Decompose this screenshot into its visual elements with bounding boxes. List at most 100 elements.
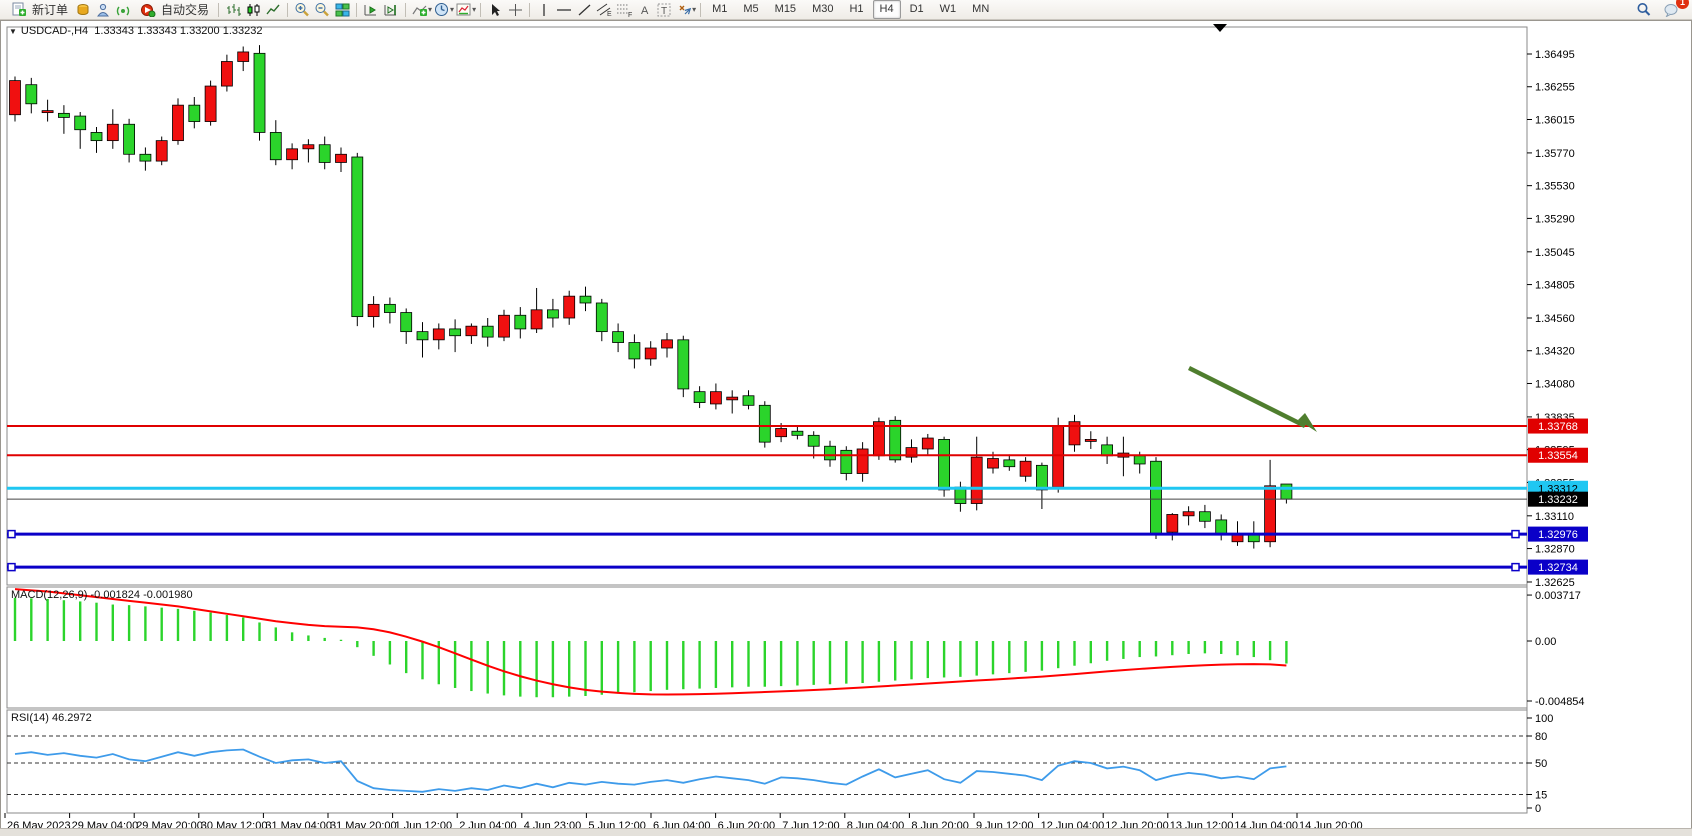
candle-body — [237, 51, 250, 62]
price-tag-bg — [1528, 559, 1588, 575]
tile-windows-icon[interactable] — [332, 1, 352, 18]
signals-icon[interactable] — [113, 1, 133, 18]
timeframe-group: M1 M5 M15 M30 H1 H4 D1 W1 MN — [705, 0, 996, 19]
candle-body — [498, 314, 510, 338]
candle-body — [318, 144, 331, 163]
timeframe-button-h4[interactable]: H4 — [872, 0, 901, 19]
price-tag-1.33768: 1.33768 — [1528, 418, 1588, 434]
timeframe-button-w1[interactable]: W1 — [939, 3, 957, 15]
support-line-1-anchor[interactable] — [1511, 529, 1520, 539]
timeframe-button-mn[interactable]: MN — [972, 3, 990, 15]
notifications-icon[interactable]: 1 — [1662, 0, 1689, 18]
candle-body — [449, 328, 462, 337]
candle-body — [661, 339, 673, 349]
horizontal-line-icon[interactable] — [554, 1, 574, 18]
trend-arrow-annotation[interactable] — [1187, 365, 1317, 432]
price-axis-tick-label: 1.32870 — [1535, 544, 1575, 556]
periods-dropdown-arrow[interactable]: ▾ — [450, 5, 455, 14]
support-line-2-anchor[interactable] — [7, 562, 16, 572]
candle-body — [530, 309, 543, 330]
templates-dropdown-arrow[interactable]: ▾ — [472, 5, 477, 14]
bar-chart-icon[interactable] — [223, 1, 243, 18]
support-line-2-anchor[interactable] — [1511, 562, 1520, 572]
indicators-icon[interactable] — [410, 1, 430, 18]
trend-arrow-head[interactable] — [1298, 413, 1317, 432]
candle-body — [400, 312, 413, 333]
zoom-in-icon[interactable] — [292, 1, 312, 18]
toolbar-separator — [287, 2, 289, 17]
price-axis-tick-label: 1.36495 — [1535, 49, 1575, 61]
chart-shift-icon[interactable] — [381, 1, 401, 18]
candle-body — [1052, 425, 1065, 488]
timeframe-button-m1[interactable]: M1 — [712, 3, 728, 15]
candle-body — [921, 437, 934, 450]
cursor-icon[interactable] — [485, 1, 505, 18]
candle-body — [612, 331, 624, 343]
candle-body — [1247, 534, 1260, 543]
candle-body — [547, 309, 559, 319]
text-icon[interactable]: A — [634, 1, 654, 18]
equidistant-channel-icon[interactable]: E — [594, 1, 614, 18]
market-depth-icon[interactable] — [93, 1, 113, 18]
candle-body — [367, 303, 380, 318]
candle-body — [481, 325, 494, 338]
timeframe-button-m5[interactable]: M5 — [743, 3, 759, 15]
fibonacci-icon[interactable]: F — [614, 1, 634, 18]
candle-body — [563, 295, 576, 319]
candle-body — [710, 391, 722, 405]
vertical-line-icon[interactable] — [534, 1, 554, 18]
candle-body — [416, 331, 429, 341]
indicators-dropdown-arrow[interactable]: ▾ — [428, 5, 433, 14]
timeframe-button-d1[interactable]: D1 — [909, 3, 924, 15]
candle-body — [188, 104, 201, 122]
line-chart-icon[interactable] — [263, 1, 283, 18]
candle-body — [644, 347, 657, 360]
autotrade-button[interactable]: 自动交易 — [133, 0, 214, 20]
auto-scroll-icon[interactable] — [361, 1, 381, 18]
candlestick-chart-icon[interactable] — [243, 1, 263, 18]
level-lines-layer: 1.337681.335541.333121.332321.329761.327… — [7, 418, 1588, 575]
candle-body — [1166, 514, 1179, 533]
price-axis-tick-label: 1.35045 — [1535, 247, 1575, 259]
arrows-dropdown-arrow[interactable]: ▾ — [692, 5, 697, 14]
candle-body — [938, 439, 950, 491]
zoom-out-icon[interactable] — [312, 1, 332, 18]
price-tag-text: 1.33554 — [1538, 450, 1578, 462]
candle-body — [824, 445, 836, 461]
chart-window: 1.36495 1.36255 1.36015 1.35770 1.35530 1.352… — [0, 20, 1692, 835]
notification-badge: 1 — [1676, 0, 1689, 9]
styler-icon[interactable] — [73, 1, 93, 18]
chart-shift-marker[interactable] — [1213, 24, 1227, 32]
candle-body — [302, 144, 315, 150]
candle-body — [791, 430, 804, 436]
candle-body — [1133, 455, 1146, 465]
text-label-icon[interactable]: T — [654, 1, 674, 18]
toolbar-separator — [700, 2, 702, 17]
chart-canvas[interactable]: 1.36495 1.36255 1.36015 1.35770 1.35530 1.352… — [1, 21, 1692, 836]
trendline-icon[interactable] — [574, 1, 594, 18]
rsi-axis-label: 100 — [1535, 713, 1553, 725]
timeframe-button-h1[interactable]: H1 — [849, 3, 864, 15]
macd-axis-label: -0.004854 — [1535, 696, 1585, 708]
search-icon[interactable] — [1634, 1, 1654, 18]
candle-body — [595, 302, 608, 333]
templates-icon[interactable] — [454, 1, 474, 18]
trend-arrow-shaft[interactable] — [1187, 365, 1307, 429]
new-order-button[interactable]: 新订单 — [4, 0, 73, 20]
candle-body — [889, 419, 902, 461]
timeframe-button-m30[interactable]: M30 — [812, 3, 834, 15]
toolbar-separator — [356, 2, 358, 17]
toolbar-separator — [480, 2, 482, 17]
candle-body — [1068, 421, 1081, 446]
candle-body — [1231, 534, 1244, 543]
price-axis-tick-label: 1.36255 — [1535, 82, 1575, 94]
arrows-objects-icon[interactable] — [674, 1, 694, 18]
timeframe-button-m15[interactable]: M15 — [774, 3, 797, 15]
support-line-1-anchor[interactable] — [7, 529, 16, 539]
crosshair-icon[interactable] — [505, 1, 525, 18]
new-order-icon — [9, 1, 29, 18]
periods-icon[interactable] — [432, 1, 452, 18]
rsi-axis-label: 50 — [1535, 758, 1547, 770]
candle-body — [253, 52, 266, 133]
candle-body — [139, 153, 152, 162]
